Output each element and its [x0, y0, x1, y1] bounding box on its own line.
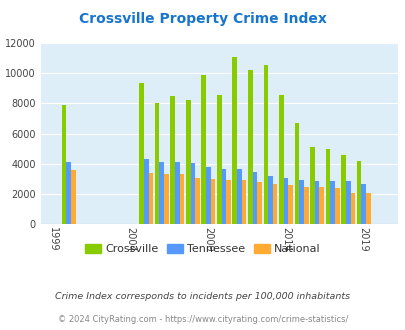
Text: Crossville Property Crime Index: Crossville Property Crime Index — [79, 12, 326, 25]
Bar — [226, 180, 230, 224]
Bar — [154, 103, 159, 224]
Bar — [288, 185, 292, 224]
Bar — [330, 181, 334, 224]
Bar — [232, 56, 237, 224]
Bar — [179, 175, 184, 224]
Bar — [170, 96, 175, 224]
Bar — [252, 172, 257, 224]
Bar — [325, 149, 330, 224]
Bar — [360, 184, 365, 224]
Bar — [201, 75, 205, 224]
Bar — [278, 95, 283, 224]
Bar — [257, 182, 261, 224]
Bar — [241, 180, 246, 224]
Bar — [205, 167, 210, 224]
Bar — [62, 105, 66, 224]
Bar — [237, 169, 241, 224]
Bar — [216, 95, 221, 224]
Bar — [210, 179, 215, 224]
Bar — [263, 65, 268, 224]
Bar — [340, 155, 345, 224]
Bar — [334, 188, 339, 224]
Bar — [143, 159, 148, 224]
Bar — [175, 162, 179, 224]
Bar — [185, 100, 190, 224]
Text: © 2024 CityRating.com - https://www.cityrating.com/crime-statistics/: © 2024 CityRating.com - https://www.city… — [58, 315, 347, 324]
Legend: Crossville, Tennessee, National: Crossville, Tennessee, National — [81, 239, 324, 258]
Bar — [190, 163, 195, 224]
Bar — [159, 162, 164, 224]
Bar — [148, 173, 153, 224]
Bar — [139, 83, 143, 224]
Bar — [268, 176, 272, 224]
Bar — [303, 186, 308, 224]
Bar — [294, 123, 298, 224]
Bar — [71, 170, 75, 224]
Bar — [283, 178, 288, 224]
Bar — [195, 178, 199, 224]
Bar — [272, 183, 277, 224]
Bar — [356, 161, 360, 224]
Bar — [247, 70, 252, 224]
Bar — [365, 193, 370, 224]
Bar — [164, 174, 168, 224]
Bar — [309, 147, 314, 224]
Bar — [314, 181, 319, 224]
Bar — [350, 193, 354, 224]
Bar — [319, 187, 323, 224]
Bar — [66, 162, 71, 224]
Bar — [345, 181, 350, 224]
Text: Crime Index corresponds to incidents per 100,000 inhabitants: Crime Index corresponds to incidents per… — [55, 292, 350, 301]
Bar — [298, 180, 303, 224]
Bar — [221, 169, 226, 224]
